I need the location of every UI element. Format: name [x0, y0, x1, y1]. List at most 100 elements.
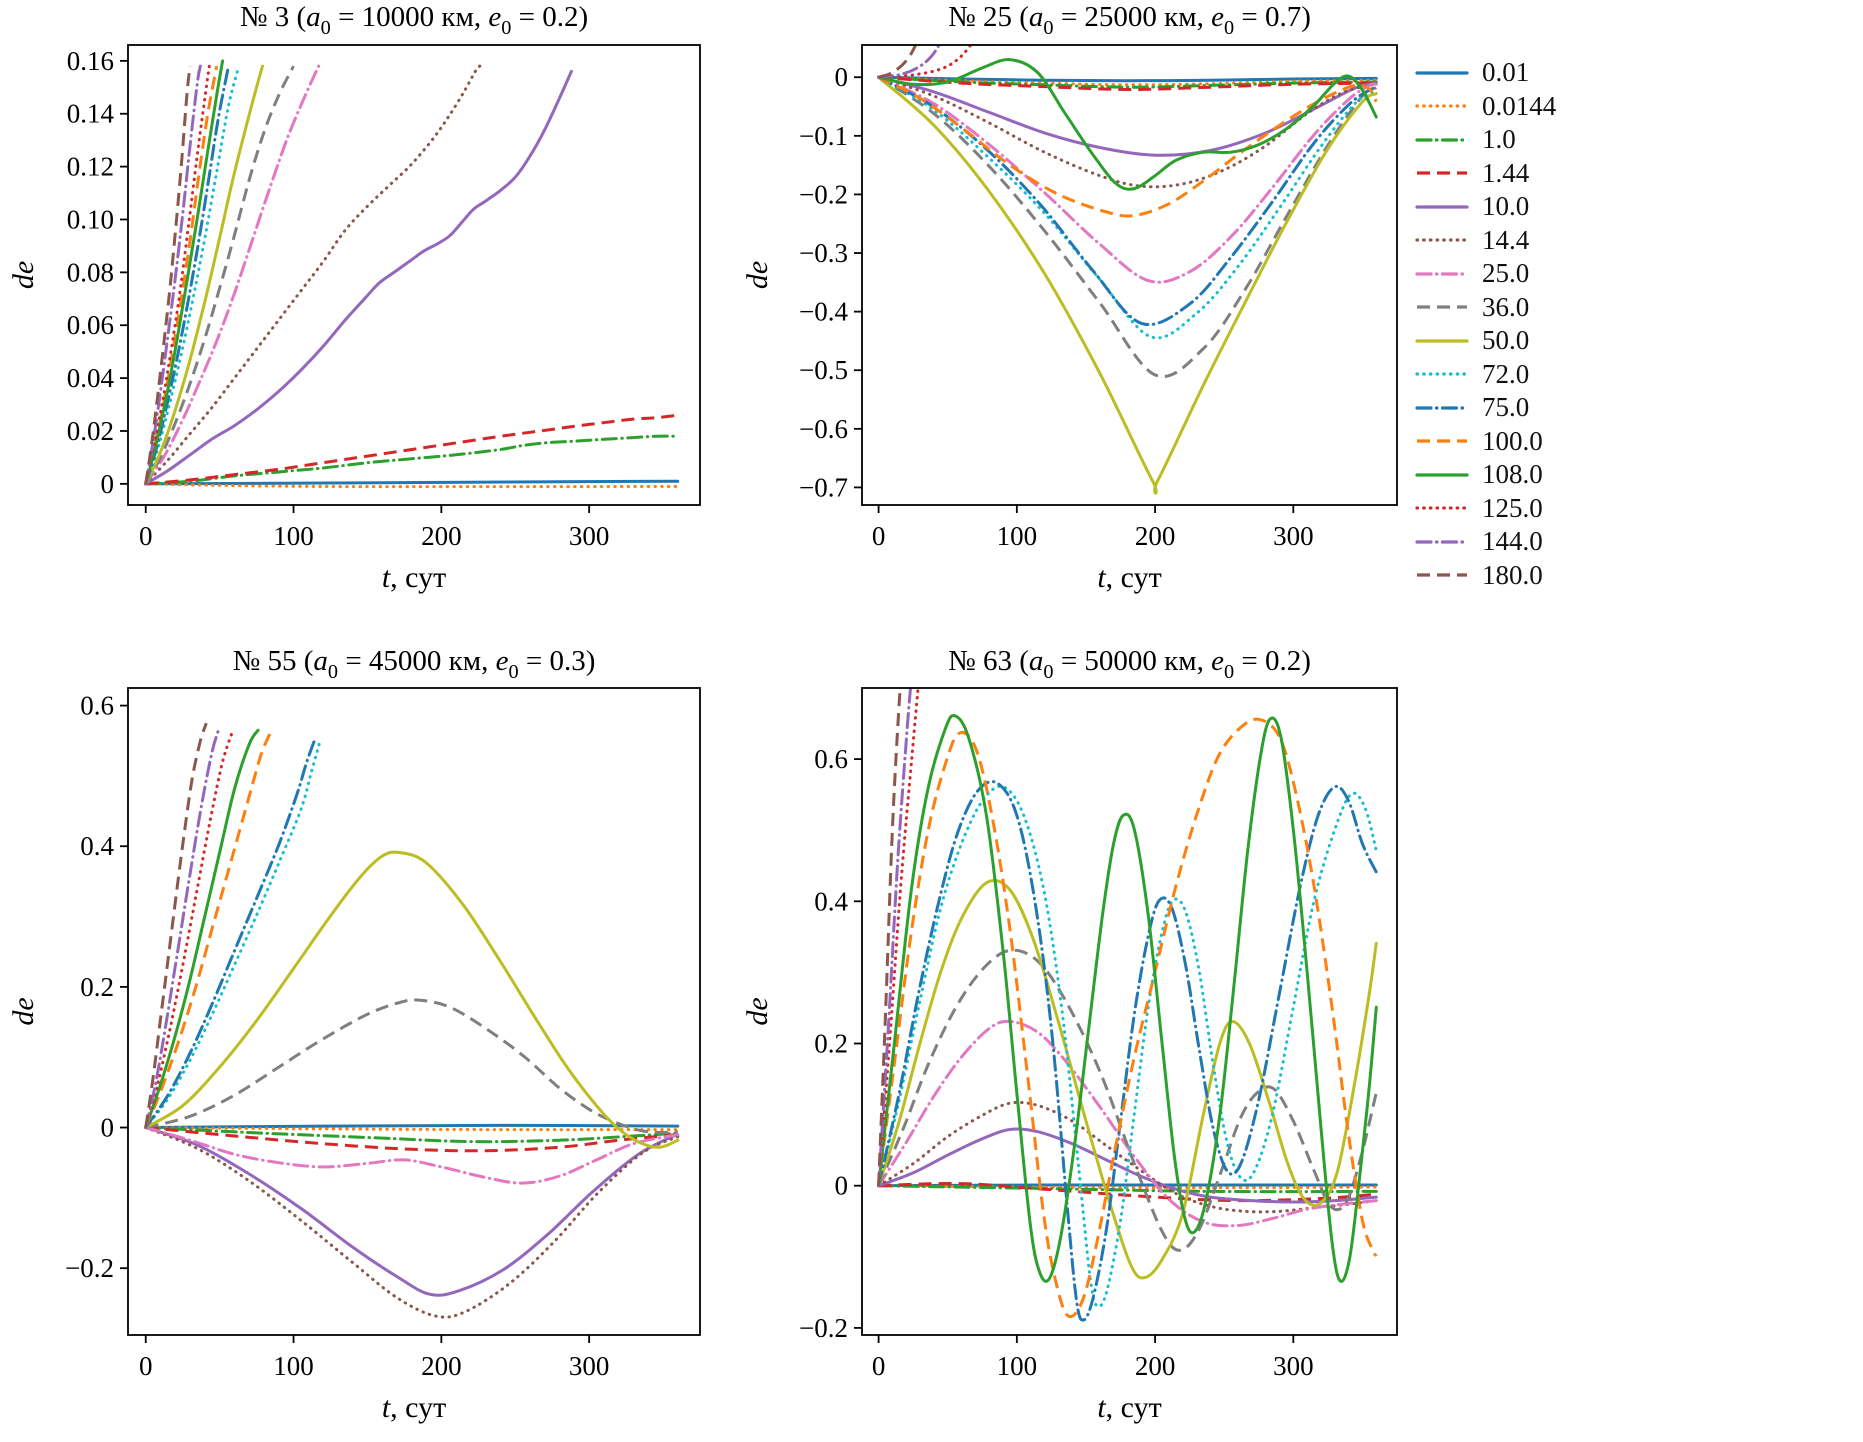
series-line-50.0 — [877, 75, 1378, 495]
chart-title: № 63 (a0 = 50000 км, e0 = 0.2) — [948, 645, 1311, 683]
legend-item: 180.0 — [1415, 559, 1556, 593]
y-tick-label: 0.4 — [80, 831, 114, 861]
legend-line-sample — [1417, 305, 1467, 309]
x-tick-label: 200 — [421, 1351, 462, 1381]
x-tick-label: 200 — [421, 521, 462, 551]
series-line-180.0 — [877, 688, 902, 1186]
series-line-108.0 — [877, 58, 1378, 191]
series-line-125.0 — [144, 728, 235, 1129]
legend-item: 1.0 — [1415, 123, 1556, 157]
y-axis-label: de — [742, 261, 774, 289]
y-tick-label: −0.2 — [799, 1313, 848, 1343]
x-tick-label: 100 — [273, 521, 314, 551]
legend-item: 1.44 — [1415, 157, 1556, 191]
series-line-75.0 — [144, 64, 230, 486]
x-tick-label: 300 — [1273, 521, 1314, 551]
x-tick-label: 0 — [139, 1351, 153, 1381]
legend-line-sample — [1415, 473, 1469, 477]
series-line-1.44 — [878, 1182, 1377, 1203]
y-tick-label: −0.3 — [799, 238, 848, 268]
y-tick-label: −0.5 — [799, 355, 848, 385]
x-tick-label: 300 — [569, 1351, 610, 1381]
series-line-1.44 — [878, 75, 1377, 92]
series-line-0.01 — [144, 1123, 680, 1129]
legend-item-label: 14.4 — [1482, 224, 1530, 255]
series-line-1.0 — [144, 434, 680, 486]
series-line-10.0 — [877, 75, 1378, 157]
series-line-36.0 — [877, 75, 1378, 378]
legend-item: 100.0 — [1415, 425, 1556, 459]
axes-frame — [861, 687, 1398, 1336]
axes-frame — [861, 44, 1398, 506]
y-tick-label: −0.2 — [65, 1253, 114, 1283]
legend-item-label: 108.0 — [1482, 459, 1543, 490]
legend-item-label: 125.0 — [1482, 492, 1543, 523]
y-axis-label: de — [742, 997, 774, 1025]
y-axis-label: de — [7, 261, 40, 289]
y-tick-label: 0 — [835, 62, 849, 92]
legend-line-sample — [1415, 138, 1469, 142]
series-line-144.0 — [877, 688, 912, 1188]
chart-title: № 3 (a0 = 10000 км, e0 = 0.2) — [240, 1, 588, 39]
chart-panel-no3: 0 100 200 300 0 0.02 0.04 0.06 0.08 0.10 0.12 0.14 0… — [7, 1, 701, 594]
legend-item-label: 25.0 — [1482, 258, 1530, 289]
series-line-1.44 — [145, 1126, 678, 1153]
x-axis-label: t, сут — [1097, 1391, 1161, 1424]
y-tick-label: 0.12 — [67, 152, 114, 182]
y-tick-label: −0.7 — [799, 472, 848, 502]
y-tick-label: 0 — [835, 1171, 849, 1201]
legend-item: 144.0 — [1415, 525, 1556, 559]
legend-line-sample — [1415, 205, 1469, 209]
x-tick-label: 100 — [997, 521, 1038, 551]
series-line-0.01 — [144, 479, 680, 486]
series-line-25.0 — [144, 1126, 680, 1185]
series-line-144.0 — [877, 45, 941, 79]
series-line-108.0 — [877, 714, 1378, 1283]
series-line-14.4 — [877, 75, 1378, 189]
y-tick-label: 0 — [101, 1113, 115, 1143]
y-tick-label: −0.2 — [799, 179, 848, 209]
series-line-1.44 — [145, 413, 679, 486]
chart-panel-no25: 0 100 200 300 0 −0.1 −0.2 −0.3 −0.4 −0.5 −0.6 −0.7 №… — [742, 1, 1398, 594]
legend-item-label: 144.0 — [1482, 526, 1543, 557]
series-line-0.0144 — [144, 1126, 680, 1132]
legend-item: 0.01 — [1415, 56, 1556, 90]
y-tick-label: 0.2 — [814, 1028, 848, 1058]
y-tick-label: 0 — [101, 469, 115, 499]
series-line-125.0 — [144, 64, 211, 486]
series-line-25.0 — [144, 64, 321, 486]
series-line-14.4 — [144, 1126, 680, 1319]
y-tick-label: 0.6 — [80, 691, 114, 721]
series-line-36.0 — [144, 65, 295, 485]
series-line-72.0 — [877, 75, 1378, 340]
y-axis-label: de — [7, 997, 40, 1025]
x-tick-label: 300 — [569, 521, 610, 551]
y-tick-label: 0.14 — [67, 99, 115, 129]
series-line-72.0 — [877, 784, 1378, 1309]
x-axis-label: t, сут — [382, 1391, 446, 1424]
legend-line-sample — [1415, 238, 1469, 242]
series-line-25.0 — [877, 75, 1378, 284]
legend-item-label: 75.0 — [1482, 392, 1530, 423]
x-tick-label: 0 — [872, 1351, 886, 1381]
series-line-180.0 — [144, 722, 208, 1128]
legend-line-sample — [1415, 339, 1469, 343]
chart-title: № 25 (a0 = 25000 км, e0 = 0.7) — [948, 1, 1311, 39]
legend-item: 108.0 — [1415, 458, 1556, 492]
series-line-125.0 — [877, 45, 973, 79]
y-tick-label: −0.1 — [799, 121, 848, 151]
y-tick-label: 0.6 — [814, 744, 848, 774]
y-tick-label: 0.08 — [67, 257, 114, 287]
legend-item: 36.0 — [1415, 291, 1556, 325]
legend-item: 72.0 — [1415, 358, 1556, 392]
series-line-100.0 — [877, 75, 1378, 218]
series-line-10.0 — [144, 69, 573, 486]
x-tick-label: 200 — [1135, 521, 1176, 551]
legend-item-label: 180.0 — [1482, 559, 1543, 590]
x-tick-label: 0 — [139, 521, 153, 551]
x-tick-label: 100 — [273, 1351, 314, 1381]
legend-item: 10.0 — [1415, 190, 1556, 224]
series-line-144.0 — [144, 725, 222, 1129]
legend-item-label: 1.0 — [1482, 124, 1516, 155]
